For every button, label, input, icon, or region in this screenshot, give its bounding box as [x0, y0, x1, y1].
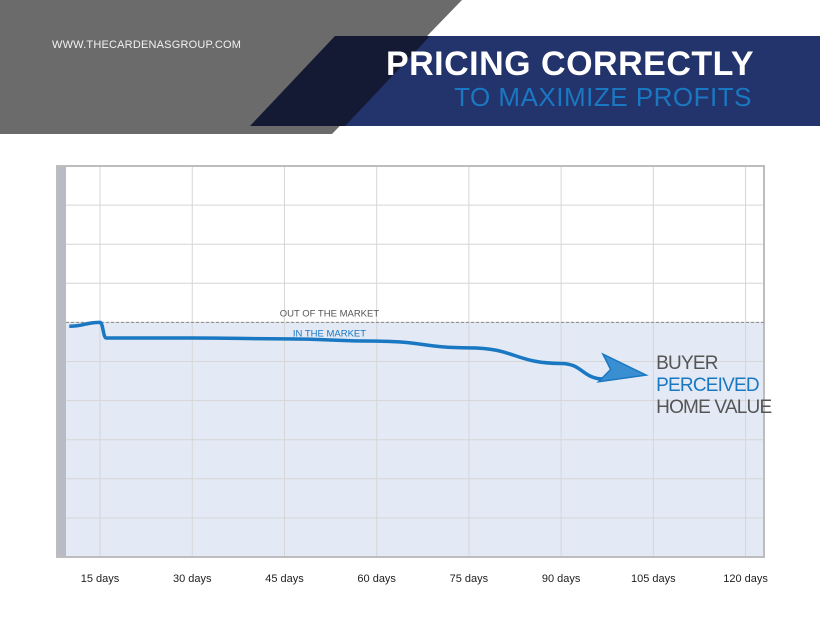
x-tick-label: 60 days [357, 573, 396, 585]
series-label-perceived: PERCEIVED [656, 375, 759, 396]
banner-shapes [0, 0, 820, 134]
value-series-line [69, 320, 605, 381]
x-tick-label: 75 days [450, 573, 489, 585]
series-label-home-value: HOME VALUE [656, 397, 771, 418]
page-subtitle: TO MAXIMIZE PROFITS [454, 82, 752, 112]
plot-frame [56, 165, 765, 558]
arrow-icon [596, 352, 649, 383]
x-tick-label: 45 days [265, 573, 304, 585]
header-banner: WWW.THECARDENASGROUP.COM PRICING CORRECT… [0, 0, 820, 140]
x-tick-label: 90 days [542, 573, 581, 585]
x-tick-label: 30 days [173, 573, 212, 585]
banner-navy-band [345, 36, 820, 126]
x-tick-label: 15 days [81, 573, 120, 585]
out-of-market-label: OUT OF THE MARKET [280, 308, 380, 319]
page-title: PRICING CORRECTLY [385, 45, 754, 83]
website-url: WWW.THECARDENASGROUP.COM [52, 39, 242, 51]
x-tick-label: 105 days [631, 573, 676, 585]
x-tick-label: 120 days [723, 573, 768, 585]
series-label-buyer: BUYER [656, 353, 718, 374]
in-market-label: IN THE MARKET [293, 328, 366, 339]
y-axis-bar [57, 166, 66, 557]
